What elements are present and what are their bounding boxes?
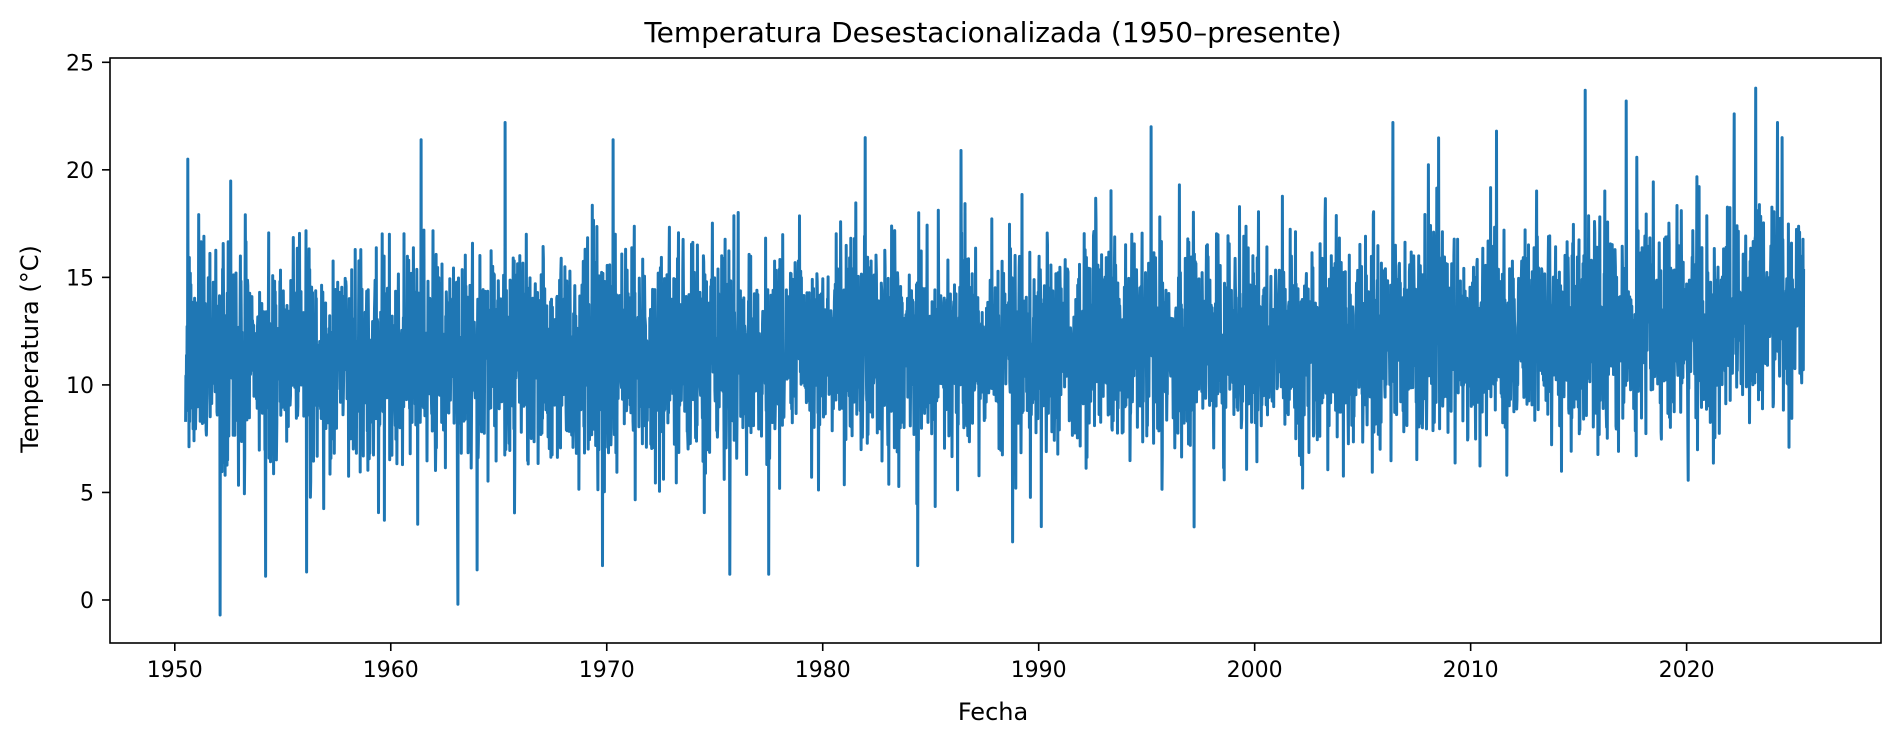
chart-title: Temperatura Desestacionalizada (1950–pre…	[643, 16, 1341, 49]
x-tick-label: 1990	[1011, 658, 1067, 683]
y-axis-label: Temperatura (°C)	[16, 245, 44, 454]
x-axis-label: Fecha	[958, 698, 1028, 726]
x-tick-label: 2010	[1443, 658, 1499, 683]
x-tick-label: 1950	[147, 658, 203, 683]
y-tick-label: 10	[66, 374, 94, 399]
x-tick-label: 1970	[579, 658, 635, 683]
plot-frame	[109, 57, 1882, 644]
series-line	[184, 86, 1806, 617]
y-tick-label: 25	[66, 51, 94, 76]
x-tick-label: 2000	[1227, 658, 1283, 683]
y-tick-label: 20	[66, 159, 94, 184]
y-tick-label: 15	[66, 266, 94, 291]
x-tick-label: 1960	[363, 658, 419, 683]
plot-area: 1950 1960 1970 1980 1990 2000 2010 2020 0 5 10 15 20…	[66, 51, 1882, 683]
x-tick-label: 2020	[1659, 658, 1715, 683]
y-tick-label: 0	[80, 589, 94, 614]
x-tick-label: 1980	[795, 658, 851, 683]
y-tick-label: 5	[80, 481, 94, 506]
